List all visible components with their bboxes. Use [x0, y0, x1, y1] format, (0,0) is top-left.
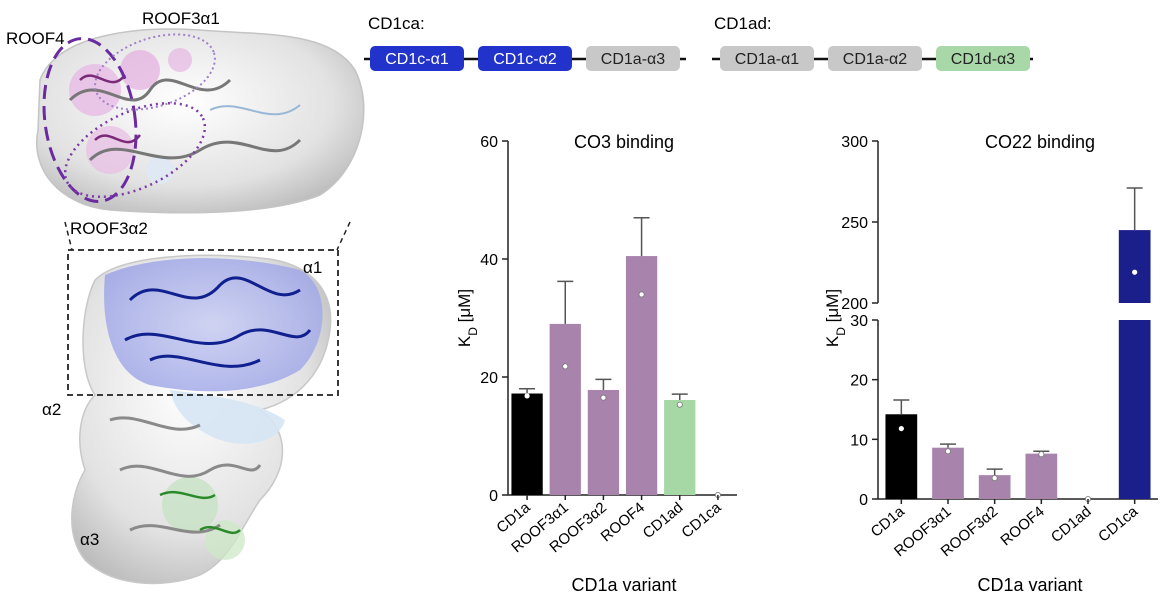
- roof3a2-label: ROOF3α2: [70, 219, 148, 238]
- alpha1-label: α1: [303, 258, 322, 277]
- y-tick-label: 20: [850, 373, 868, 390]
- data-point: [1038, 451, 1045, 458]
- roof3a1-outline: [94, 33, 216, 111]
- x-tick-label: CD1ad: [640, 499, 687, 542]
- co22-binding-chart: CO22 binding CD1a variant KD [μM] 200250…: [823, 132, 1158, 595]
- y-tick-label: 0: [489, 488, 498, 505]
- cd1ca-title: CD1ca:: [368, 14, 425, 33]
- bar: [511, 393, 543, 495]
- data-point: [524, 393, 530, 399]
- protein-structure-panel: ROOF4 ROOF3α1 ROOF3α2 α1 α2 α3: [6, 9, 365, 585]
- roof4-outline: [42, 37, 138, 203]
- x-tick-label: ROOF4: [997, 503, 1048, 549]
- domain-box: [936, 46, 1030, 71]
- x-axis-label: CD1a variant: [571, 575, 676, 595]
- y-tick-label: 250: [841, 215, 868, 232]
- y-tick-label: 300: [841, 134, 868, 151]
- x-tick-label: CD1ca: [678, 499, 725, 542]
- bar: [1118, 230, 1151, 303]
- co3-binding-chart: CO3 binding CD1a variant KD [μM] 0 20 40 60…: [455, 132, 737, 595]
- bar: [1025, 453, 1058, 499]
- data-point: [562, 363, 569, 370]
- domain-box: [370, 46, 464, 71]
- cd1ad-construct: CD1ad: CD1a-α1 CD1a-α2 CD1d-α3: [712, 14, 1033, 71]
- alpha3-label: α3: [80, 530, 99, 549]
- data-point: [991, 475, 998, 482]
- domain-label: CD1a-α3: [601, 51, 665, 68]
- domain-label: CD1c-α2: [493, 51, 557, 68]
- data-point: [600, 394, 607, 401]
- x-tick-label: CD1ad: [1048, 503, 1095, 546]
- zoom-line-left: [64, 221, 73, 251]
- data-point: [898, 425, 904, 432]
- y-tick-label: 60: [480, 134, 498, 151]
- x-tick-label: CD1a: [868, 503, 909, 541]
- domain-label: CD1a-α1: [735, 51, 799, 68]
- y-tick-label: 0: [859, 492, 868, 509]
- domain-box: [720, 46, 814, 71]
- domain-box: [828, 46, 922, 71]
- roof3a1-label: ROOF3α1: [142, 9, 220, 28]
- data-point: [945, 448, 952, 455]
- domain-box: [586, 46, 680, 71]
- data-point: [638, 291, 645, 298]
- chart-title: CO3 binding: [574, 132, 674, 152]
- x-axis-label: CD1a variant: [977, 575, 1082, 595]
- top-surface-view: ROOF4 ROOF3α1 ROOF3α2: [6, 9, 365, 238]
- chart-title: CO22 binding: [985, 132, 1095, 152]
- y-tick-label: 200: [841, 296, 868, 313]
- cd1ca-construct: CD1ca: CD1c-α1 CD1c-α2 CD1a-α3: [364, 14, 686, 71]
- bar: [664, 400, 696, 495]
- y-tick-label: 20: [480, 370, 498, 387]
- x-tick-label: ROOF4: [598, 499, 649, 545]
- roof3a2-outline: [63, 101, 207, 199]
- zoom-box: [67, 249, 339, 396]
- bar: [978, 475, 1011, 499]
- y-axis-label: KD [μM]: [455, 289, 480, 347]
- cd1ad-title: CD1ad:: [714, 14, 772, 33]
- domain-label: CD1c-α1: [385, 51, 449, 68]
- zoom-line-right: [336, 221, 351, 251]
- y-tick-label: 10: [850, 432, 868, 449]
- bar: [549, 323, 581, 495]
- alpha2-label: α2: [42, 400, 61, 419]
- bar: [932, 447, 964, 499]
- bar: [587, 389, 620, 495]
- full-molecule-view: α1 α2 α3: [42, 249, 339, 585]
- data-point: [676, 401, 683, 408]
- roof4-label: ROOF4: [6, 29, 65, 48]
- data-point: [1132, 269, 1138, 275]
- domain-label: CD1d-α3: [951, 51, 1015, 68]
- domain-label: CD1a-α2: [843, 51, 907, 68]
- bar-lower-segment: [1118, 320, 1151, 499]
- domain-box: [478, 46, 572, 71]
- y-tick-label: 30: [850, 313, 868, 330]
- y-tick-label: 40: [480, 252, 498, 269]
- x-tick-label: CD1ca: [1095, 503, 1142, 546]
